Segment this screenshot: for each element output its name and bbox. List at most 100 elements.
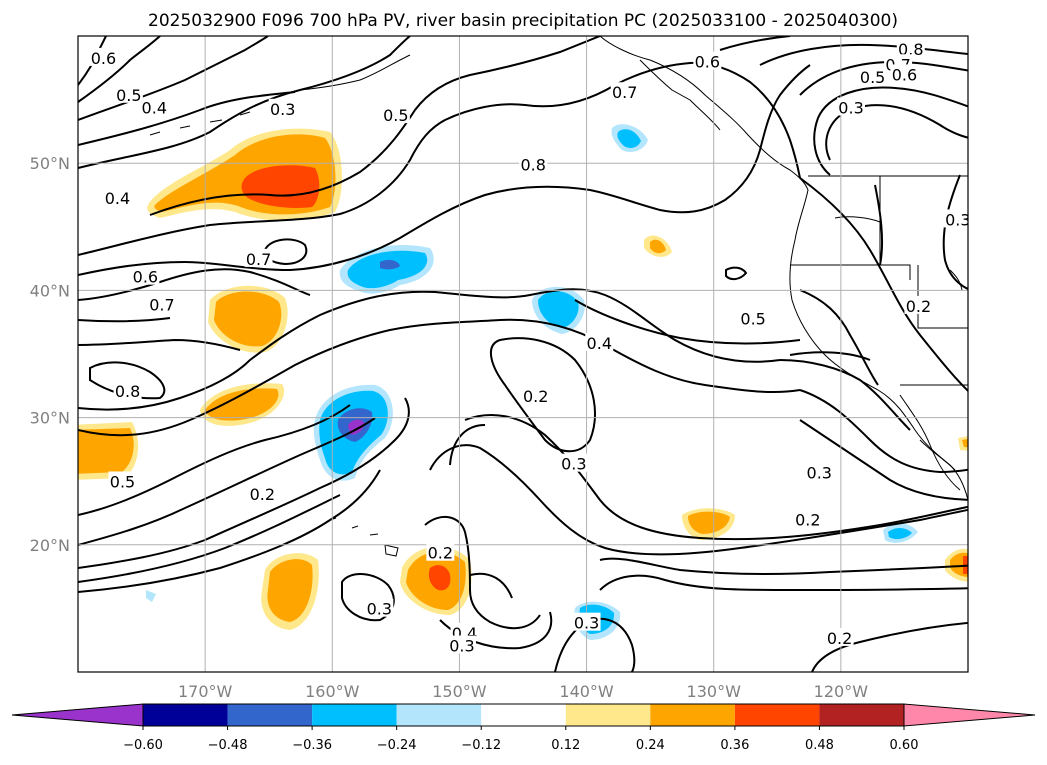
contour-label-bg [103,187,132,206]
contour-label-bg [837,97,866,116]
contour-label-bg [381,105,410,124]
colorbar-tick-label: 0.36 [720,738,749,753]
colorbar-tick-label: −0.36 [292,738,332,753]
contour-label-bg [805,462,834,481]
graticule [78,36,968,672]
contour-label-bg [559,453,588,472]
colorbar-tick-label: 0.24 [636,738,665,753]
contour-label-bg [248,484,277,503]
contour-label: 0.4 [105,189,130,208]
colorbar-segment [650,704,735,726]
contour-label-bg [113,381,142,400]
contour-label: 0.3 [838,99,863,118]
colorbar-segment [396,704,482,726]
colorbar-segment [819,704,904,726]
colorbar-tick-label: 0.12 [551,738,580,753]
contour-label: 0.7 [149,296,174,315]
contour-label: 0.3 [561,455,586,474]
contour-label: 0.2 [523,387,548,406]
contour-label: 0.5 [740,310,765,329]
plot-title: 2025032900 F096 700 hPa PV, river basin … [148,11,898,31]
map-frame [77,35,969,673]
contour-label: 0.3 [270,100,295,119]
contour-label-bg [89,47,118,66]
colorbar-tick-label: 0.48 [805,738,834,753]
pv-contour [78,36,411,169]
contour-label: 0.3 [449,637,474,656]
contour-label-bg [147,294,176,313]
latitude-tick-label: 30°N [30,409,70,428]
contour-labels: 0.60.50.40.30.50.70.60.80.70.50.60.30.80… [89,38,970,656]
contour-label: 0.7 [246,250,271,269]
colorbar-segment [734,704,820,726]
longitude-ticks: 170°W 160°W 150°W 140°W 130°W 120°W [178,682,868,701]
longitude-tick-label: 130°W [687,682,742,701]
colorbar-tick-label: −0.24 [377,738,417,753]
colorbar-segment [312,704,397,726]
contour-label: 0.8 [115,382,140,401]
contour-label: 0.3 [574,614,599,633]
contour-label-bg [108,471,137,490]
contour-label: 0.2 [250,485,275,504]
colorbar-tick-label: −0.60 [123,738,163,753]
longitude-tick-label: 160°W [305,682,360,701]
contour-label-bg [610,82,639,101]
contour-label: 0.8 [898,40,923,59]
contour-label: 0.5 [116,86,141,105]
contour-label-bg [521,386,550,405]
colorbar-segment [565,704,651,726]
longitude-tick-label: 120°W [814,682,869,701]
contour-label: 0.7 [612,83,637,102]
longitude-tick-label: 150°W [432,682,487,701]
north-america-coastline [599,36,968,501]
colorbar-tick-label: 0.60 [890,738,919,753]
contour-label-bg [825,627,854,646]
contour-label: 0.2 [827,629,852,648]
colorbar-frame [142,703,905,727]
colorbar-tick-label: −0.12 [461,738,501,753]
colorbar-tick-label: −0.48 [208,738,248,753]
contour-label: 0.5 [383,106,408,125]
contour-label: 0.6 [892,65,917,84]
longitude-tick-label: 170°W [178,682,233,701]
map-content: 0.60.50.40.30.50.70.60.80.70.50.60.30.80… [78,36,970,672]
contour-label-bg [365,598,394,617]
longitude-tick-label: 140°W [559,682,614,701]
contour-label: 0.5 [110,472,135,491]
contour-label-bg [447,635,476,654]
colorbar-extend-high [903,703,1036,727]
contour-label-bg [739,308,768,327]
contour-label-bg [858,66,887,85]
contour-label: 0.5 [860,68,885,87]
contour-label-bg [572,612,601,631]
contour-label: 0.3 [367,600,392,619]
contour-label: 0.3 [945,210,970,229]
contour-label: 0.2 [795,511,820,530]
latitude-tick-label: 50°N [30,154,70,173]
contour-label: 0.3 [807,464,832,483]
contour-label-bg [519,154,548,173]
contour-label: 0.6 [695,53,720,72]
contour-label: 0.4 [587,334,612,353]
latitude-ticks: 20°N 30°N 40°N 50°N [30,154,70,555]
contour-label-bg [131,266,160,285]
contour-label: 0.4 [142,99,167,118]
contour-label-bg [244,248,273,267]
contour-label: 0.6 [91,49,116,68]
colorbar: −0.60 −0.48 −0.36 −0.24 −0.12 0.12 0.24 0.36 0.4… [11,703,1036,753]
contour-label-bg [585,332,614,351]
contour-label-bg [793,509,822,528]
contour-label-bg [693,51,722,70]
latitude-tick-label: 40°N [30,281,70,300]
colorbar-extend-low [11,703,144,727]
coastlines [149,36,968,557]
contour-label-bg [943,209,968,228]
contour-label: 0.6 [133,268,158,287]
colorbar-segment [481,704,566,726]
contour-label-bg [426,542,455,561]
contour-label-bg [140,97,169,116]
contour-label: 0.2 [428,544,453,563]
colorbar-segment [143,704,228,726]
